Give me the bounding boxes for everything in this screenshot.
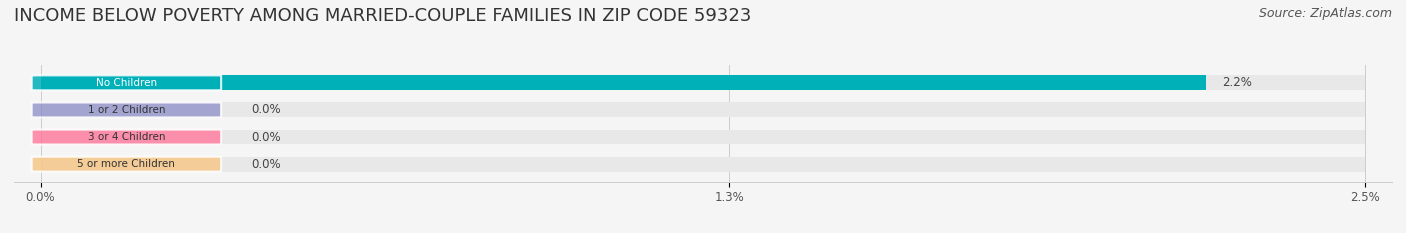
- Text: 5 or more Children: 5 or more Children: [77, 159, 176, 169]
- Text: 2.2%: 2.2%: [1222, 76, 1253, 89]
- Bar: [41, 157, 1365, 171]
- Text: No Children: No Children: [96, 78, 157, 88]
- Bar: [41, 103, 1365, 117]
- Text: 3 or 4 Children: 3 or 4 Children: [87, 132, 165, 142]
- FancyBboxPatch shape: [32, 75, 221, 90]
- Bar: [41, 130, 1365, 144]
- Text: 0.0%: 0.0%: [252, 158, 281, 171]
- Text: 0.0%: 0.0%: [252, 130, 281, 144]
- FancyBboxPatch shape: [32, 157, 221, 171]
- Text: 1 or 2 Children: 1 or 2 Children: [87, 105, 165, 115]
- FancyBboxPatch shape: [32, 103, 221, 117]
- FancyBboxPatch shape: [32, 130, 221, 144]
- Text: Source: ZipAtlas.com: Source: ZipAtlas.com: [1258, 7, 1392, 20]
- Text: INCOME BELOW POVERTY AMONG MARRIED-COUPLE FAMILIES IN ZIP CODE 59323: INCOME BELOW POVERTY AMONG MARRIED-COUPL…: [14, 7, 751, 25]
- Bar: [41, 75, 1206, 90]
- Text: 0.0%: 0.0%: [252, 103, 281, 116]
- Bar: [41, 75, 1365, 90]
